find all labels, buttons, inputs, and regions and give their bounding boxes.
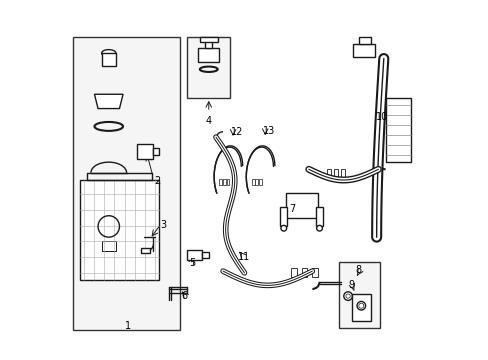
Circle shape	[356, 301, 365, 310]
Bar	[187, 37, 230, 98]
Text: 2: 2	[154, 176, 160, 186]
Bar	[80, 180, 159, 280]
Text: 8: 8	[355, 265, 361, 275]
Text: 13: 13	[262, 126, 274, 136]
Bar	[358, 37, 370, 44]
Circle shape	[343, 292, 352, 300]
Circle shape	[316, 225, 322, 231]
Bar	[351, 294, 370, 321]
Bar	[339, 262, 380, 328]
Bar	[385, 98, 410, 162]
Text: 1: 1	[125, 321, 131, 332]
Bar	[326, 169, 330, 178]
Ellipse shape	[102, 50, 116, 57]
Text: 9: 9	[347, 280, 353, 291]
Bar	[187, 249, 201, 260]
Circle shape	[281, 225, 286, 231]
Text: 5: 5	[189, 258, 195, 268]
Bar	[102, 241, 116, 251]
Text: 3: 3	[160, 220, 166, 230]
Polygon shape	[94, 94, 123, 109]
Bar	[226, 179, 229, 185]
Bar	[137, 144, 153, 158]
Bar	[205, 39, 212, 48]
Bar	[340, 169, 345, 178]
Bar	[251, 179, 254, 185]
Bar	[255, 179, 258, 185]
Bar	[301, 268, 307, 277]
Text: 7: 7	[289, 203, 295, 213]
Bar	[333, 169, 337, 178]
Bar	[258, 179, 261, 185]
Bar	[153, 148, 159, 155]
Bar	[73, 37, 180, 330]
Text: 6: 6	[181, 291, 187, 301]
Bar	[141, 248, 149, 253]
Bar	[312, 268, 317, 277]
Bar	[200, 37, 217, 42]
Bar	[353, 44, 374, 57]
Bar	[223, 179, 225, 185]
Text: 4: 4	[205, 116, 211, 126]
Bar	[102, 53, 116, 66]
Bar	[198, 48, 219, 62]
Bar	[290, 268, 296, 277]
Text: 10: 10	[375, 112, 387, 122]
Bar	[280, 207, 287, 226]
Text: 12: 12	[230, 127, 243, 137]
Bar	[201, 252, 208, 258]
Bar	[315, 207, 323, 226]
Text: 11: 11	[238, 252, 250, 262]
Bar	[285, 193, 317, 217]
Bar	[219, 179, 222, 185]
